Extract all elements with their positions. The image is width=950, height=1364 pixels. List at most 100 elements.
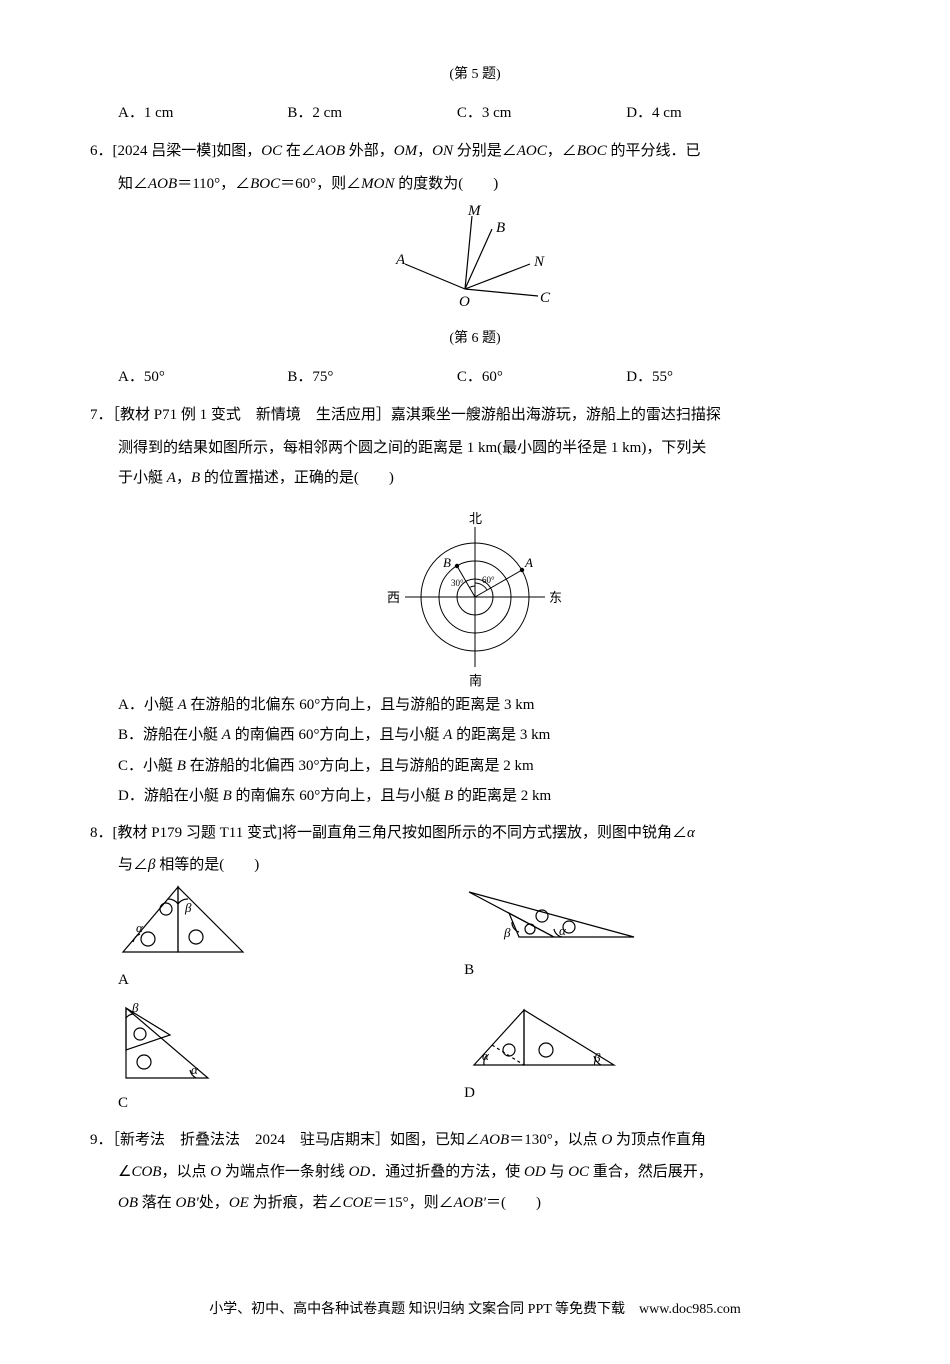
q6-l2c: ＝60°，则∠ (280, 176, 361, 192)
q9-aob2: AOB′ (454, 1195, 486, 1211)
fig7-south: 南 (469, 673, 482, 688)
q7d2: 的南偏东 60°方向上，且与小艇 (232, 788, 444, 804)
q8d-alpha: α (482, 1048, 490, 1063)
q7d-B2: B (444, 788, 453, 804)
q9-oc: OC (568, 1164, 589, 1180)
q6-comma1: ， (417, 143, 432, 159)
q9t13: 为折痕，若∠ (249, 1195, 343, 1211)
q6-aob: AOB (316, 143, 345, 159)
q8-figures: α β A β α B (118, 882, 780, 1118)
q6-m5: 的平分线．已 (607, 143, 701, 159)
q8-fig-a-cell: α β A (118, 882, 434, 995)
q9-line2: ∠COB，以点 O 为端点作一条射线 OD．通过折叠的方法，使 OD 与 OC … (90, 1158, 860, 1187)
q6-oc: OC (261, 143, 282, 159)
q8-fig-b: β α (464, 882, 644, 952)
q8a-alpha: α (136, 920, 144, 935)
q8-label-d: D (464, 1079, 475, 1108)
q6-m1: 在∠ (282, 143, 316, 159)
q7-t3: 于小艇 (118, 470, 167, 486)
fig6-N: N (533, 254, 545, 270)
q6-t1: 6．[2024 吕梁一模]如图， (90, 143, 261, 159)
q8a-beta: β (184, 900, 192, 915)
q7-line3: 于小艇 A，B 的位置描述，正确的是( ) (90, 464, 860, 493)
q7-line1: 7．［教材 P71 例 1 变式 新情境 生活应用］嘉淇乘坐一艘游船出海游玩，游… (90, 401, 860, 430)
q9-cob: COB (131, 1164, 161, 1180)
q7d3: 的距离是 2 km (453, 788, 551, 804)
q7-opt-c: C．小艇 B 在游船的北偏西 30°方向上，且与游船的距离是 2 km (90, 752, 860, 781)
q7-A: A (167, 470, 176, 486)
q6-m2: 外部， (345, 143, 394, 159)
q8-fig-a: α β (118, 882, 248, 962)
q6-aob2: AOB (148, 176, 177, 192)
q5-choice-c: C．3 cm (457, 99, 626, 128)
q6-on: ON (432, 143, 453, 159)
q8-alpha: α (687, 825, 695, 841)
q5-choice-a: A．1 cm (118, 99, 287, 128)
page-footer: 小学、初中、高中各种试卷真题 知识归纳 文案合同 PPT 等免费下载 www.d… (90, 1297, 860, 1324)
q9-od2: OD (524, 1164, 546, 1180)
q8-label-b: B (464, 956, 474, 985)
q8-fig-d-cell: α β D (464, 1000, 780, 1118)
q7b1: B．游船在小艇 (118, 727, 222, 743)
q6-l2d: 的度数为( ) (394, 176, 498, 192)
q8b-alpha: α (559, 923, 567, 938)
q6-m4: ，∠ (547, 143, 577, 159)
fig6-C: C (540, 290, 551, 306)
figure-7-radar: 北 南 西 东 A B 30° 60° (375, 499, 575, 689)
q8b-beta: β (503, 925, 511, 940)
q7b2: 的南偏西 60°方向上，且与小艇 (231, 727, 443, 743)
q8c-beta: β (131, 1000, 139, 1015)
q8-label-a: A (118, 966, 129, 995)
q7-opt-a: A．小艇 A 在游船的北偏东 60°方向上，且与游船的距离是 3 km (90, 691, 860, 720)
caption-fig6: (第 6 题) (90, 326, 860, 353)
fig7-ang60: 60° (482, 575, 495, 585)
q9-od: OD (349, 1164, 371, 1180)
q7b-A2: A (443, 727, 452, 743)
q6-choice-d: D．55° (626, 363, 795, 392)
q7a1: A．小艇 (118, 697, 178, 713)
q5-choices: A．1 cm B．2 cm C．3 cm D．4 cm (118, 99, 796, 128)
q6-aoc: AOC (517, 143, 547, 159)
fig7-A: A (524, 555, 533, 570)
q8t3: 相等的是( ) (156, 857, 260, 873)
q6-choice-a: A．50° (118, 363, 287, 392)
q8d-beta: β (593, 1050, 601, 1065)
q9t3: 为顶点作直角 (612, 1132, 706, 1148)
q7-opt-b: B．游船在小艇 A 的南偏西 60°方向上，且与小艇 A 的距离是 3 km (90, 721, 860, 750)
q6-mon: MON (361, 176, 394, 192)
q9t15: ＝( ) (486, 1195, 541, 1211)
q5-choice-d: D．4 cm (626, 99, 795, 128)
fig6-A: A (395, 252, 406, 268)
q9t4: ∠ (118, 1164, 131, 1180)
q6-om: OM (394, 143, 417, 159)
q8-fig-c: β α (118, 1000, 238, 1085)
q9t12: 处， (199, 1195, 229, 1211)
q6-l2a: 知∠ (118, 176, 148, 192)
fig7-west: 西 (387, 590, 400, 605)
q5-choice-b: B．2 cm (287, 99, 456, 128)
fig6-M: M (467, 204, 482, 219)
q9t11: 落在 (138, 1195, 176, 1211)
q8-fig-b-cell: β α B (464, 882, 780, 995)
q9-O: O (601, 1132, 612, 1148)
q9t7: ．通过折叠的方法，使 (370, 1164, 524, 1180)
q7c-B: B (177, 758, 186, 774)
q7a2: 在游船的北偏东 60°方向上，且与游船的距离是 3 km (187, 697, 535, 713)
q9t14: ＝15°，则∠ (373, 1195, 454, 1211)
q9-ob: OB (118, 1195, 138, 1211)
q6-choice-c: C．60° (457, 363, 626, 392)
q9-ob2: OB′ (176, 1195, 199, 1211)
caption-fig5: (第 5 题) (90, 62, 860, 89)
fig7-ang30: 30° (451, 578, 464, 588)
q8-line1: 8．[教材 P179 习题 T11 变式]将一副直角三角尺按如图所示的不同方式摆… (90, 819, 860, 848)
fig6-B: B (496, 220, 505, 236)
q7d1: D．游船在小艇 (118, 788, 223, 804)
q6-boc: BOC (577, 143, 607, 159)
q6-boc2: BOC (250, 176, 280, 192)
q8t1: 8．[教材 P179 习题 T11 变式]将一副直角三角尺按如图所示的不同方式摆… (90, 825, 687, 841)
q8-beta: β (148, 857, 155, 873)
q7c1: C．小艇 (118, 758, 177, 774)
q7-t4: 的位置描述，正确的是( ) (200, 470, 394, 486)
q9t2: ＝130°，以点 (509, 1132, 601, 1148)
q9t1: 9．［新考法 折叠法法 2024 驻马店期末］如图，已知∠ (90, 1132, 480, 1148)
